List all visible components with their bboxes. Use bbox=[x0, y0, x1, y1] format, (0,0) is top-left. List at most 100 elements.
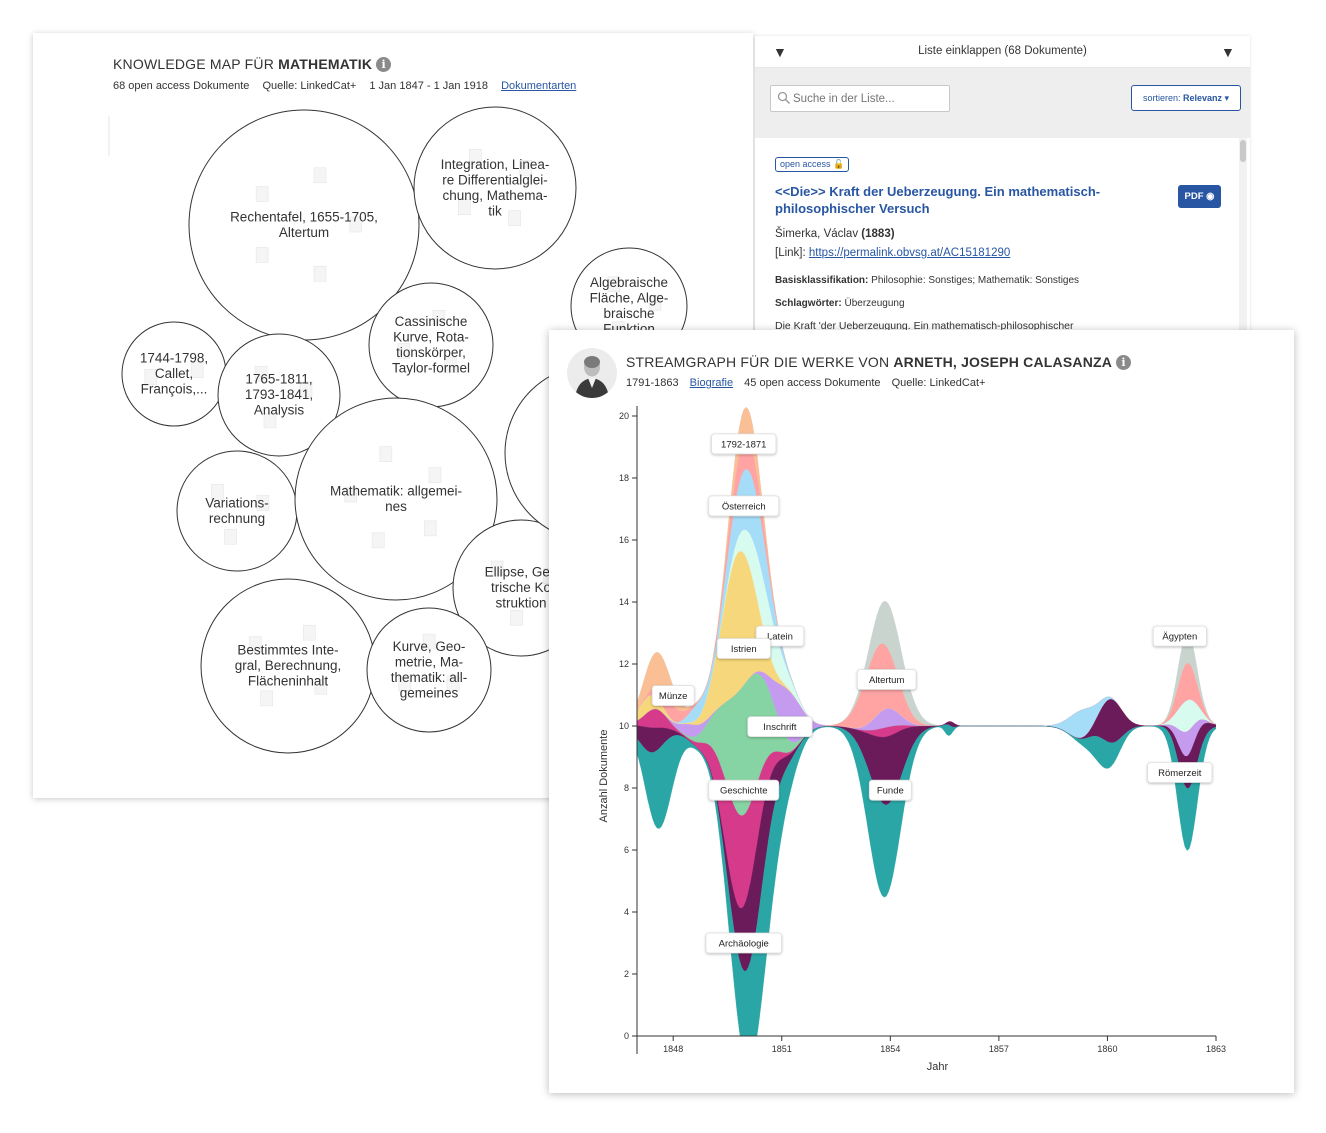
x-tick-label: 1857 bbox=[989, 1044, 1009, 1054]
document-types-link[interactable]: Dokumentarten bbox=[501, 80, 577, 92]
topic-bubble[interactable]: Kurve, Geo-metrie, Ma-thematik: all-geme… bbox=[366, 607, 492, 733]
paper-placeholder bbox=[254, 365, 268, 382]
permalink[interactable]: https://permalink.obvsg.at/AC15181290 bbox=[808, 247, 1011, 259]
scrollbar-thumb[interactable] bbox=[1240, 140, 1246, 162]
stream-label-tag[interactable]: Istrien bbox=[716, 638, 771, 659]
stream-label-tag[interactable]: Münze bbox=[651, 685, 695, 707]
stream-label-tag[interactable]: 1792-1871 bbox=[711, 433, 777, 455]
bubble-label: thematik: all- bbox=[391, 670, 468, 685]
paper-placeholder bbox=[648, 295, 662, 311]
paper-placeholder bbox=[458, 199, 471, 215]
stream-label-box[interactable] bbox=[716, 638, 771, 659]
search-box[interactable] bbox=[770, 85, 950, 112]
stream-label-text: Archäologie bbox=[719, 939, 769, 950]
bubble-label: tionskörper, bbox=[396, 345, 466, 360]
list-toggle-label[interactable]: Liste einklappen (68 Dokumente) bbox=[918, 45, 1087, 57]
y-tick-label: 8 bbox=[624, 783, 629, 793]
biography-link[interactable]: Biografie bbox=[689, 377, 734, 389]
bubble-label: metrie, Ma- bbox=[395, 654, 463, 669]
paper-placeholder bbox=[314, 678, 328, 695]
topic-bubble[interactable]: Integration, Linea-re Differentialglei-c… bbox=[413, 106, 577, 270]
stream-label-tag[interactable]: Römerzeit bbox=[1147, 762, 1213, 783]
stream-label-box[interactable] bbox=[1147, 762, 1213, 783]
knowledge-map-title-prefix: KNOWLEDGE MAP FÜR bbox=[113, 56, 279, 72]
sort-button[interactable]: sortieren: Relevanz ▾ bbox=[1131, 85, 1241, 111]
pdf-preview-button[interactable]: PDF ◉ bbox=[1178, 185, 1221, 208]
topic-bubble[interactable]: Rechentafel, 1655-1705,Altertum bbox=[188, 109, 420, 341]
list-scrollbar[interactable] bbox=[1239, 138, 1247, 336]
knowledge-map-meta: 68 open access Dokumente Quelle: LinkedC… bbox=[113, 80, 586, 92]
document-list-panel: ▼ Liste einklappen (68 Dokumente) ▼ sort… bbox=[755, 36, 1250, 336]
stream-label-tag[interactable]: Ägypten bbox=[1152, 625, 1207, 647]
list-toggle-bar[interactable]: ▼ Liste einklappen (68 Dokumente) ▼ bbox=[755, 36, 1250, 68]
bubble-circle[interactable] bbox=[366, 607, 492, 733]
stream-label-text: Münze bbox=[659, 691, 688, 702]
bubble-label: Ellipse, Geo bbox=[485, 565, 558, 580]
bubble-label: rechnung bbox=[209, 511, 265, 526]
topic-bubble[interactable]: Mathematik: allgemei-nes bbox=[294, 397, 498, 601]
bubble-label: Taylor-formel bbox=[392, 360, 470, 375]
bubble-label: nes bbox=[385, 499, 407, 514]
bubble-label: 1793-1841, bbox=[245, 387, 313, 402]
bubble-label: Bestimmtes Inte- bbox=[237, 643, 338, 658]
stream-label-box[interactable] bbox=[705, 932, 782, 954]
stream-label-text: Geschichte bbox=[720, 786, 768, 797]
topic-bubble[interactable]: 1744-1798,Callet,François,... bbox=[121, 321, 227, 427]
bubble-label: gral, Berechnung, bbox=[235, 658, 342, 673]
paper-placeholder bbox=[428, 467, 442, 483]
sort-value: Relevanz bbox=[1182, 93, 1222, 103]
paper-placeholder bbox=[256, 495, 270, 511]
bubble-label: Fläche, Alge- bbox=[590, 290, 669, 305]
streamgraph-chart: 0 2 4 6 8 10 12 14 16 18 20 1848 1851 1854 1857 1860 186… bbox=[598, 406, 1226, 1073]
topic-bubble[interactable]: Variations-rechnung bbox=[176, 450, 298, 572]
stream-label-box[interactable] bbox=[711, 433, 777, 455]
sort-prefix: sortieren: bbox=[1142, 93, 1183, 103]
paper-placeholder bbox=[443, 356, 457, 373]
collapse-arrow-icon[interactable]: ▼ bbox=[773, 44, 787, 60]
bubble-circle[interactable] bbox=[413, 106, 577, 270]
bubble-label: Analysis bbox=[254, 403, 305, 418]
stream-label-tag[interactable]: Inschrift bbox=[747, 716, 813, 738]
paper-placeholder bbox=[519, 160, 532, 176]
bubble-label: Algebraische bbox=[590, 275, 668, 290]
list-body: open access 🔓 <<Die>> Kraft der Ueberzeu… bbox=[755, 138, 1250, 336]
stream-layer[interactable] bbox=[637, 724, 1216, 1067]
stream-label-box[interactable] bbox=[868, 779, 912, 801]
paper-placeholder bbox=[607, 276, 621, 293]
document-link-row: [Link]: https://permalink.obvsg.at/AC151… bbox=[775, 247, 1010, 259]
paper-placeholder bbox=[371, 532, 385, 549]
document-title[interactable]: <<Die>> Kraft der Ueberzeugung. Ein math… bbox=[775, 184, 1101, 216]
topic-bubble[interactable]: Bestimmtes Inte-gral, Berechnung,Flächen… bbox=[200, 578, 376, 754]
paper-placeholder bbox=[255, 247, 269, 263]
collapse-arrow-icon[interactable]: ▼ bbox=[1221, 44, 1235, 60]
bubble-circle[interactable] bbox=[294, 397, 498, 601]
info-icon[interactable]: i bbox=[1116, 355, 1132, 370]
stream-label-tag[interactable]: Geschichte bbox=[708, 779, 780, 801]
info-icon[interactable]: i bbox=[376, 57, 392, 72]
document-classification: Basisklassifikation: Philosophie: Sonsti… bbox=[775, 275, 1079, 286]
bubble-label: braische bbox=[603, 306, 654, 321]
stream-label-box[interactable] bbox=[651, 685, 695, 707]
stream-label-tag[interactable]: Österreich bbox=[708, 495, 780, 517]
keywords-label: Schlagwörter: bbox=[775, 298, 845, 309]
x-tick-label: 1854 bbox=[880, 1044, 900, 1054]
stream-label-box[interactable] bbox=[856, 669, 917, 690]
search-input[interactable] bbox=[793, 90, 943, 108]
stream-label-box[interactable] bbox=[708, 495, 780, 517]
stream-label-tag[interactable]: Altertum bbox=[856, 669, 917, 690]
stream-label-text: Römerzeit bbox=[1158, 768, 1202, 779]
stream-label-text: 1792-1871 bbox=[721, 439, 766, 450]
paper-placeholder bbox=[510, 609, 523, 626]
bubble-circle[interactable] bbox=[217, 333, 341, 457]
stream-label-box[interactable] bbox=[1152, 625, 1207, 647]
stream-label-box[interactable] bbox=[747, 716, 813, 738]
stream-label-text: Inschrift bbox=[763, 722, 797, 733]
paper-placeholder bbox=[255, 186, 269, 202]
topic-bubble[interactable]: 1765-1811,1793-1841,Analysis bbox=[217, 333, 341, 457]
stream-label-tag[interactable]: Archäologie bbox=[705, 932, 782, 954]
bubble-label: François,... bbox=[141, 382, 208, 397]
stream-label-box[interactable] bbox=[708, 779, 780, 801]
stream-label-tag[interactable]: Funde bbox=[868, 779, 912, 801]
paper-placeholder bbox=[299, 381, 313, 398]
